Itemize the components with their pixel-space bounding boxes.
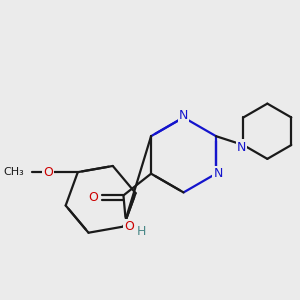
Text: N: N [237,140,246,154]
Text: H: H [136,225,146,239]
Text: N: N [213,167,223,180]
Text: O: O [124,220,134,233]
Text: O: O [88,191,98,204]
Text: CH₃: CH₃ [4,167,25,177]
Text: O: O [43,166,53,178]
Text: N: N [179,109,188,122]
